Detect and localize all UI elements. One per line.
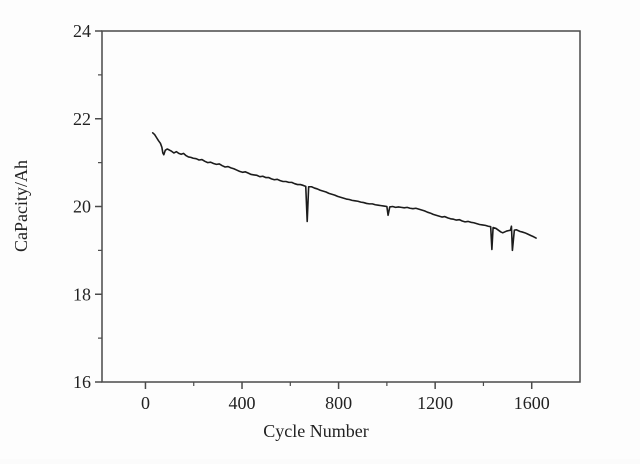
y-tick-label: 24: [73, 21, 91, 41]
series-capacity: [151, 131, 537, 252]
x-tick-label: 400: [229, 393, 256, 413]
y-tick-label: 20: [73, 197, 91, 217]
x-tick-label: 1200: [417, 393, 453, 413]
y-tick-label: 18: [73, 284, 91, 304]
x-tick-label: 0: [141, 393, 150, 413]
y-axis-title: CaPacity/Ah: [11, 160, 31, 252]
x-tick-label: 800: [325, 393, 352, 413]
y-tick-label: 22: [73, 109, 91, 129]
plot-border: [101, 30, 581, 383]
x-tick-label: 1600: [514, 393, 550, 413]
plot-layer: 0 400 800 1200 1600 16 18 20 22 24: [73, 21, 581, 413]
y-tick-label: 16: [73, 372, 91, 392]
x-axis-title: Cycle Number: [263, 421, 368, 441]
